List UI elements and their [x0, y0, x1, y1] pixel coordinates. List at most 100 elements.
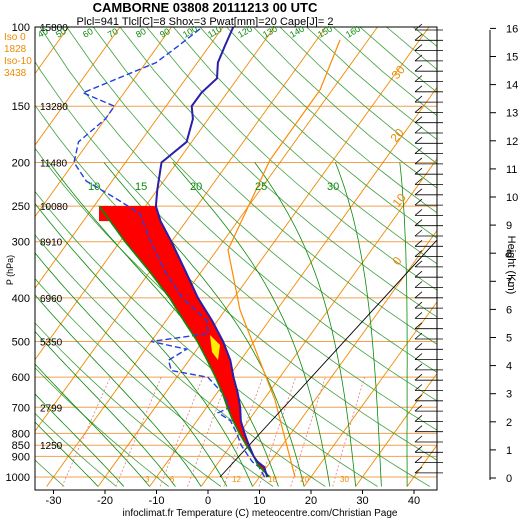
- wind-barb-flag: [414, 209, 423, 216]
- plot-layers: [35, 27, 437, 487]
- moist-adiabat: [35, 421, 99, 487]
- height-label: 2799: [40, 403, 63, 414]
- temperature-tick-label: -30: [46, 495, 62, 507]
- temperature-tick-label: 40: [408, 495, 420, 507]
- mixing-ratio-label: 12: [232, 475, 241, 484]
- km-tick-label: 6: [506, 304, 512, 316]
- dry-adiabat: [92, 27, 437, 345]
- pressure-tick-label: 300: [12, 237, 30, 249]
- wind-barb-flag: [414, 301, 423, 309]
- dry-adiabat-label: 70: [106, 26, 120, 40]
- plot-frame: [34, 26, 438, 491]
- mixing-ratio-label: 18: [268, 475, 277, 484]
- wind-barb-flag: [414, 342, 423, 350]
- wind-barb-flag: [414, 106, 423, 113]
- moist-adiabat: [399, 162, 408, 487]
- height-label: 5350: [40, 338, 63, 349]
- wind-barb-flag: [414, 157, 423, 165]
- dry-adiabat: [253, 27, 437, 189]
- pressure-tick-label: 900: [12, 451, 30, 463]
- wind-barb-flag: [414, 116, 423, 124]
- km-tick-label: 11: [506, 164, 517, 176]
- km-tick-label: 4: [506, 361, 512, 373]
- dry-adiabat-label: 80: [134, 26, 148, 40]
- wind-barb-flag: [414, 75, 423, 82]
- dry-adiabat-label: 160: [344, 24, 362, 40]
- dry-adiabat: [199, 27, 437, 239]
- dry-adiabat: [35, 234, 326, 487]
- wind-barb-flag: [414, 322, 423, 330]
- parcel-profile: [98, 205, 271, 478]
- pressure-tick-label: 850: [12, 440, 30, 452]
- dry-adiabat: [35, 412, 117, 487]
- wind-barb-flag: [414, 445, 423, 453]
- pressure-tick-label: 1000: [6, 472, 30, 484]
- wind-barb-flag: [414, 198, 423, 206]
- mixing-ratio-line: [258, 377, 297, 487]
- reference-profile: [227, 39, 341, 478]
- mixing-ratio-line: [223, 377, 264, 487]
- temperature-tick-label: 10: [253, 495, 265, 507]
- height-label: 8910: [40, 238, 63, 249]
- pressure-tick-label: 800: [12, 428, 30, 440]
- dry-adiabat: [146, 27, 437, 291]
- chart-title: CAMBORNE 03808 20111213 00 UTC: [93, 0, 318, 15]
- wind-barb-flag: [414, 64, 423, 72]
- wind-barb-flag: [414, 126, 423, 134]
- pressure-tick-label: 250: [12, 201, 30, 213]
- km-tick-label: 3: [506, 389, 512, 401]
- plot-area: [34, 26, 438, 491]
- wind-barb-flag: [414, 332, 423, 340]
- wind-barb-flag: [414, 363, 423, 371]
- pressure-tick-label: 150: [12, 101, 30, 113]
- dry-adiabat-label: 40: [36, 26, 50, 40]
- wind-barb-flag: [414, 136, 423, 144]
- wind-barb-flag: [414, 312, 423, 319]
- km-tick-label: 12: [506, 136, 518, 148]
- mixing-ratio-line: [187, 377, 230, 487]
- km-tick-label: 9: [506, 220, 512, 232]
- km-tick-label: 2: [506, 417, 512, 429]
- iso0-value: 1828: [4, 44, 27, 55]
- temperature-tick-label: -10: [149, 495, 165, 507]
- km-tick-label: 16: [506, 23, 518, 35]
- height-label: 13280: [40, 102, 68, 113]
- mixing-ratio-line: [159, 377, 204, 487]
- wind-barb-flag: [414, 415, 423, 422]
- wind-barb-flag: [414, 404, 423, 412]
- moist-adiabat: [35, 252, 228, 487]
- wind-barb-flag: [414, 85, 423, 93]
- iso10-value: 3438: [4, 68, 27, 79]
- pressure-tick-label: 100: [12, 22, 30, 34]
- iso10-label: Iso-10: [4, 56, 32, 67]
- left-info: Iso 0 1828 Iso-10 3438: [4, 32, 32, 79]
- dry-adiabat: [35, 190, 378, 487]
- height-label: 15800: [40, 23, 68, 34]
- temperature-tick-label: -20: [97, 495, 113, 507]
- km-tick-label: 0: [506, 473, 512, 485]
- wind-barb-flag: [414, 394, 423, 402]
- temperature-tick-label: 0: [205, 495, 211, 507]
- moist-adiabat: [35, 202, 253, 487]
- km-tick-label: 7: [506, 276, 512, 288]
- isotherm-line: [35, 27, 276, 361]
- mixing-ratio-label: 20: [300, 475, 309, 484]
- wind-barb-flag: [414, 270, 423, 278]
- isotherm-line: [35, 27, 173, 218]
- moist-adiabat: [35, 393, 125, 487]
- wind-barb-flag: [414, 95, 423, 103]
- cape-area: [210, 335, 220, 360]
- wind-barb-flag: [414, 219, 423, 227]
- isotherm-line: [200, 158, 437, 487]
- wind-barb-flag: [414, 229, 423, 237]
- wind-barb-flag: [414, 178, 423, 185]
- pressure-tick-label: 400: [12, 293, 30, 305]
- mixing-ratio-label: 6: [170, 475, 175, 484]
- height-label: 11480: [40, 158, 68, 169]
- dry-adiabat: [66, 27, 437, 373]
- height-label: 1250: [40, 441, 63, 452]
- wind-barb-flag: [414, 239, 423, 247]
- dry-adiabat: [35, 61, 437, 431]
- wind-barb-flag: [414, 260, 423, 268]
